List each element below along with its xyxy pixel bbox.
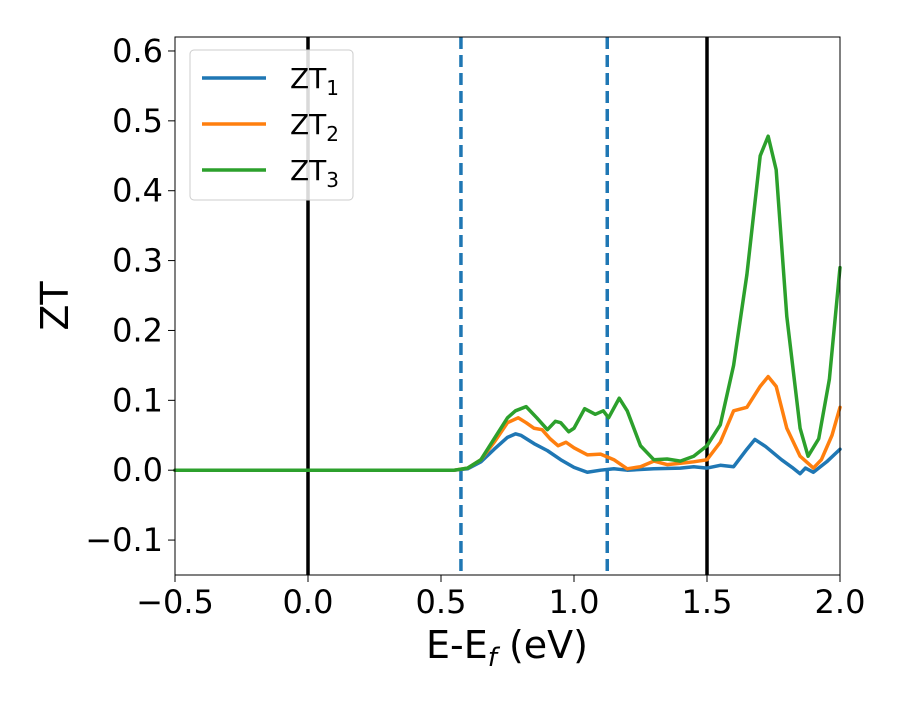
- legend: ZT1 ZT2 ZT3: [189, 49, 354, 201]
- y-tick-label: 0.2: [112, 311, 163, 349]
- series-lines: [173, 134, 842, 476]
- x-tick-label: 1.0: [549, 583, 600, 621]
- y-axis-ticks: −0.1 0.0 0.1 0.2 0.3 0.4 0.5 0.6: [85, 32, 175, 559]
- legend-label-1: ZT1: [290, 62, 339, 100]
- y-tick-label: 0.6: [112, 32, 163, 70]
- legend-box: [189, 49, 354, 201]
- plot-frame: [174, 36, 841, 576]
- y-tick-label: 0.3: [112, 242, 163, 280]
- x-tick-label: 1.5: [682, 583, 733, 621]
- y-tick-label: 0.0: [112, 451, 163, 489]
- series-line-3: [173, 134, 842, 472]
- legend-label-2: ZT2: [290, 108, 339, 146]
- x-tick-label: 2.0: [815, 583, 866, 621]
- y-tick-label: 0.5: [112, 102, 163, 140]
- y-tick-label: −0.1: [85, 521, 163, 559]
- x-axis-ticks: −0.5 0.0 0.5 1.0 1.5 2.0: [136, 575, 865, 621]
- legend-label-3: ZT3: [290, 154, 339, 192]
- x-tick-label: −0.5: [136, 583, 214, 621]
- y-tick-label: 0.4: [112, 172, 163, 210]
- series-line-2: [173, 374, 842, 472]
- y-axis-label: ZT: [33, 281, 77, 331]
- x-tick-label: 0.0: [283, 583, 334, 621]
- y-tick-label: 0.1: [112, 381, 163, 419]
- x-axis-label: E-Ef (eV): [426, 623, 588, 673]
- series-line-1: [173, 432, 842, 476]
- x-tick-label: 0.5: [416, 583, 467, 621]
